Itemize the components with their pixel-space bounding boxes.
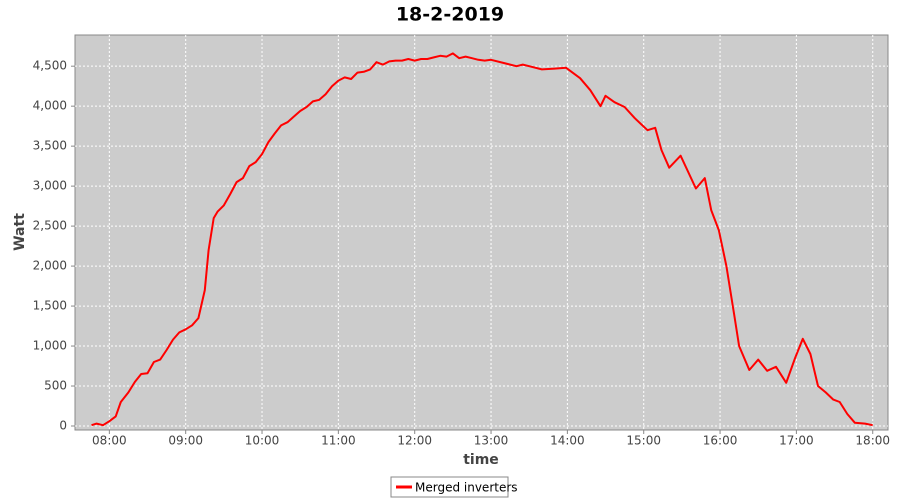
y-tick-label: 2,000	[33, 259, 67, 273]
x-tick-label: 15:00	[626, 434, 661, 448]
y-tick-label: 0	[59, 419, 67, 433]
chart-title: 18-2-2019	[396, 4, 504, 26]
y-tick-label: 4,000	[33, 99, 67, 113]
x-tick-label: 16:00	[703, 434, 738, 448]
x-tick-label: 10:00	[245, 434, 280, 448]
legend-label: Merged inverters	[415, 481, 518, 495]
y-tick-label: 4,500	[33, 59, 67, 73]
y-tick-label: 3,000	[33, 179, 67, 193]
x-tick-label: 14:00	[550, 434, 585, 448]
y-tick-label: 1,500	[33, 299, 67, 313]
y-tick-label: 3,500	[33, 139, 67, 153]
x-tick-label: 12:00	[397, 434, 432, 448]
y-tick-label: 1,000	[33, 339, 67, 353]
x-tick-label: 08:00	[92, 434, 127, 448]
y-tick-label: 500	[44, 379, 67, 393]
legend	[390, 476, 509, 498]
x-tick-label: 13:00	[474, 434, 509, 448]
y-tick-label: 2,500	[33, 219, 67, 233]
x-axis-label: time	[463, 452, 499, 468]
x-tick-label: 11:00	[321, 434, 356, 448]
y-axis-label: Watt	[12, 213, 28, 251]
x-tick-label: 18:00	[855, 434, 890, 448]
data-line	[91, 52, 873, 427]
x-tick-label: 17:00	[779, 434, 814, 448]
x-tick-label: 09:00	[168, 434, 203, 448]
